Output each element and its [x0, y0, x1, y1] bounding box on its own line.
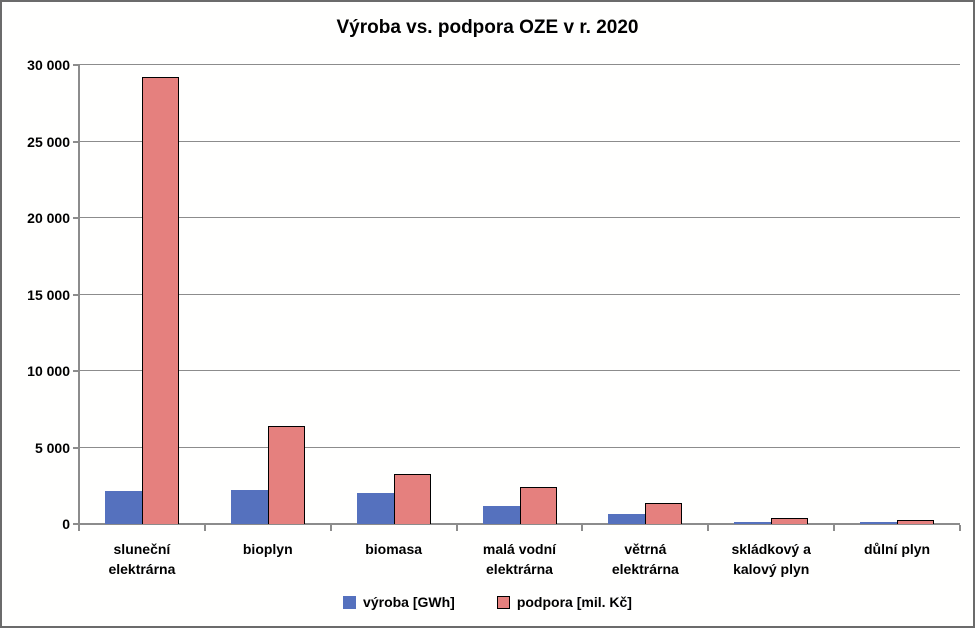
y-axis-line: [78, 65, 80, 530]
legend: výroba [GWh] podpora [mil. Kč]: [2, 594, 973, 610]
y-axis-tick: [73, 446, 79, 449]
y-axis-tick: [73, 64, 79, 66]
x-axis-tick: [78, 525, 80, 531]
bar-vyroba: [860, 521, 898, 524]
legend-label: výroba [GWh]: [363, 594, 455, 610]
x-axis-tick: [329, 525, 332, 531]
y-axis-tick-label: 15 000: [27, 286, 70, 303]
x-axis-tick: [833, 525, 836, 531]
y-axis-tick-label: 5 000: [34, 439, 70, 456]
y-axis-tick-label: 10 000: [27, 363, 70, 379]
bar-vyroba: [608, 514, 646, 524]
x-axis-category-label: důlní plyn: [864, 541, 931, 557]
x-axis-tick: [581, 525, 584, 531]
x-axis-tick: [959, 525, 961, 531]
chart-title: Výroba vs. podpora OZE v r. 2020: [336, 17, 639, 38]
y-axis-tick: [73, 293, 79, 296]
x-axis-line: [73, 523, 960, 525]
y-axis-tick: [73, 217, 79, 219]
x-axis-category-label: větrná elektrárna: [611, 541, 679, 577]
bar-vyroba: [734, 521, 772, 524]
bar-podpora: [519, 486, 557, 524]
bar-podpora: [267, 426, 305, 524]
gridline: [79, 293, 960, 295]
bar-vyroba: [104, 491, 142, 524]
legend-label: podpora [mil. Kč]: [516, 594, 632, 610]
legend-swatch-podpora: [496, 595, 510, 609]
bar-podpora: [645, 503, 683, 524]
bar-vyroba: [230, 489, 268, 524]
y-axis-tick-label: 20 000: [27, 210, 70, 226]
x-axis-category-label: biomasa: [365, 541, 423, 557]
y-axis-tick-label: 25 000: [27, 133, 70, 150]
bar-podpora: [393, 473, 431, 524]
gridline: [79, 140, 960, 142]
y-axis-tick: [73, 140, 79, 143]
y-axis-tick-label: 30 000: [27, 57, 70, 73]
legend-item: podpora [mil. Kč]: [496, 594, 632, 610]
bar-vyroba: [356, 493, 394, 524]
x-axis-category-label: sluneční elektrárna: [108, 541, 176, 577]
gridline: [79, 64, 960, 65]
bar-podpora: [897, 520, 935, 524]
gridline: [79, 217, 960, 218]
x-axis-tick: [203, 525, 206, 531]
y-axis-tick: [73, 370, 79, 372]
gridline: [79, 446, 960, 448]
x-axis-tick: [707, 525, 710, 531]
gridline: [79, 370, 960, 371]
x-axis-category-label: malá vodní elektrárna: [482, 541, 557, 577]
bar-vyroba: [482, 506, 520, 524]
x-axis-tick: [455, 525, 458, 531]
legend-item: výroba [GWh]: [343, 594, 455, 610]
bar-podpora: [141, 77, 179, 524]
x-axis-category-label: bioplyn: [242, 541, 293, 557]
x-axis-category-label: skládkový a kalový plyn: [731, 541, 811, 577]
legend-swatch-vyroba: [343, 595, 357, 609]
y-axis-tick-label: 0: [62, 516, 70, 532]
bar-podpora: [771, 517, 809, 524]
